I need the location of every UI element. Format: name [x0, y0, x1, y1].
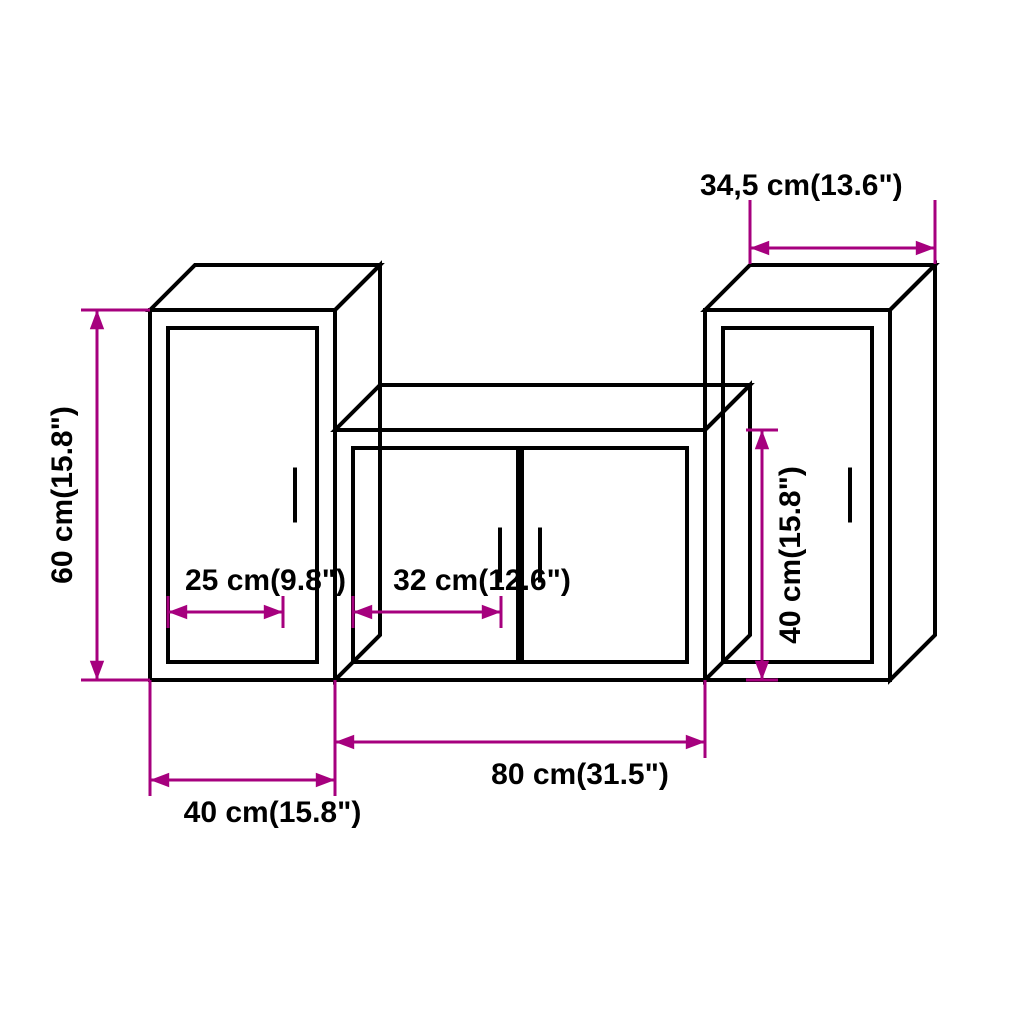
label-inner-center: 32 cm(12.6") — [393, 564, 571, 597]
label-height-right: 40 cm(15.8") — [774, 466, 807, 644]
label-height-left: 60 cm(15.8") — [46, 406, 79, 584]
label-width-left: 40 cm(15.8") — [184, 796, 362, 829]
label-inner-left: 25 cm(9.8") — [185, 564, 346, 597]
diagram-canvas: 34,5 cm(13.6") 60 cm(15.8") 40 cm(15.8") 25… — [0, 0, 1024, 1024]
label-depth: 34,5 cm(13.6") — [700, 169, 903, 202]
label-width-center: 80 cm(31.5") — [491, 758, 669, 791]
